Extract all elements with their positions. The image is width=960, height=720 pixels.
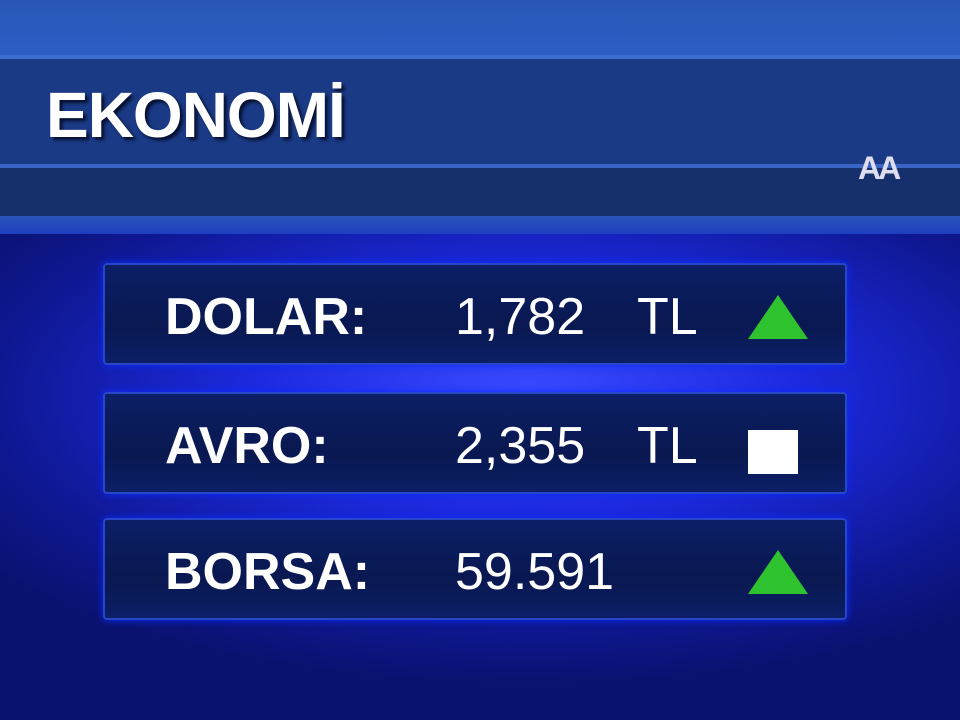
divider (0, 55, 960, 59)
divider (0, 216, 960, 234)
trend-unchanged-icon (748, 430, 798, 474)
trend-up-icon (748, 295, 808, 339)
rate-row-dolar: DOLAR: 1,782 TL (103, 263, 847, 365)
rate-row-borsa: BORSA: 59.591 (103, 518, 847, 620)
rate-row-avro: AVRO: 2,355 TL (103, 392, 847, 494)
rate-label: AVRO: (165, 417, 329, 475)
divider (0, 164, 960, 168)
rate-label: BORSA: (165, 543, 371, 601)
rate-unit: TL (637, 288, 698, 346)
rate-label: DOLAR: (165, 288, 368, 346)
rate-value: 59.591 (455, 543, 615, 601)
rate-value: 1,782 (455, 288, 586, 346)
source-logo: AA (858, 150, 901, 186)
trend-up-icon (748, 550, 808, 594)
subtitle-band (0, 168, 960, 216)
page-title: EKONOMİ (46, 79, 346, 151)
rate-unit: TL (637, 417, 698, 475)
top-band (0, 0, 960, 55)
title-band (0, 59, 960, 164)
rate-value: 2,355 (455, 417, 586, 475)
